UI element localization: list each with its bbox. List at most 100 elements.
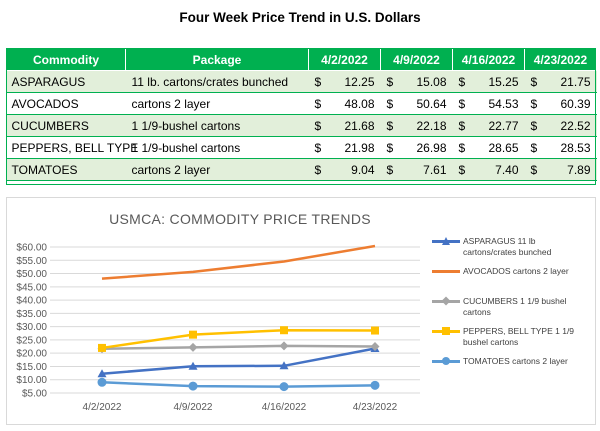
y-tick-label: $10.00	[16, 375, 47, 386]
package-cell: 1 1/9-bushel cartons	[125, 114, 309, 137]
currency-symbol: $	[314, 140, 322, 155]
y-tick-label: $45.00	[16, 282, 47, 293]
data-point	[371, 326, 379, 335]
x-tick-label: 4/2/2022	[83, 402, 122, 413]
price-cell: $7.61	[380, 158, 453, 181]
price-cell: $21.98	[308, 136, 381, 159]
data-point	[279, 361, 289, 370]
y-tick-label: $40.00	[16, 296, 47, 307]
y-axis-ticks: $5.00 $10.00 $15.00 $20.00 $25.00 $30.00 $35.0…	[16, 243, 47, 400]
data-point	[188, 381, 198, 391]
legend-label: TOMATOES cartons 2 layer	[463, 356, 568, 366]
price-value: 54.53	[488, 96, 519, 111]
price-cell: $22.52	[524, 114, 597, 137]
price-cell: $22.77	[452, 114, 525, 137]
y-tick-label: $55.00	[16, 256, 47, 267]
currency-symbol: $	[458, 140, 466, 155]
series-line	[101, 347, 376, 376]
table-row: PEPPERS, BELL TYPE 1 1/9-bushel cartons …	[6, 136, 597, 159]
y-tick-label: $15.00	[16, 362, 47, 373]
price-value: 15.25	[488, 74, 519, 89]
price-cell: $28.65	[452, 136, 525, 159]
legend-label: PEPPERS, BELL TYPE 1 1/9 bushel cartons	[463, 326, 575, 347]
price-cell: $60.39	[524, 92, 597, 115]
currency-symbol: $	[386, 96, 394, 111]
price-cell: $54.53	[452, 92, 525, 115]
data-point	[188, 342, 198, 352]
legend-swatch	[432, 270, 460, 273]
y-tick-label: $5.00	[22, 389, 47, 400]
column-header: Commodity	[6, 48, 126, 71]
price-value: 21.98	[344, 140, 375, 155]
price-cell: $22.18	[380, 114, 453, 137]
currency-symbol: $	[458, 118, 466, 133]
x-axis-ticks: 4/2/2022 4/9/2022 4/16/2022 4/23/2022	[83, 402, 398, 413]
data-point	[280, 326, 288, 335]
currency-symbol: $	[314, 74, 322, 89]
price-cell: $28.53	[524, 136, 597, 159]
chart-title: USMCA: COMMODITY PRICE TRENDS	[109, 211, 371, 227]
price-value: 12.25	[344, 74, 375, 89]
price-cell: $7.40	[452, 158, 525, 181]
data-point	[97, 377, 107, 387]
series-line	[101, 344, 376, 350]
column-header: 4/23/2022	[524, 48, 597, 71]
currency-symbol: $	[458, 96, 466, 111]
currency-symbol: $	[530, 140, 538, 155]
column-header: 4/2/2022	[308, 48, 381, 71]
y-tick-label: $30.00	[16, 322, 47, 333]
y-tick-label: $25.00	[16, 335, 47, 346]
data-point	[279, 341, 289, 351]
commodity-cell: AVOCADOS	[6, 92, 126, 115]
currency-symbol: $	[530, 74, 538, 89]
price-value: 7.61	[423, 162, 447, 177]
y-tick-label: $50.00	[16, 269, 47, 280]
legend-label: AVOCADOS cartons 2 layer	[463, 266, 569, 276]
commodity-cell: PEPPERS, BELL TYPE	[6, 136, 138, 159]
price-value: 7.89	[567, 162, 591, 177]
package-cell: cartons 2 layer	[125, 92, 309, 115]
price-value: 22.52	[560, 118, 591, 133]
data-point	[97, 369, 107, 378]
y-tick-label: $60.00	[16, 243, 47, 254]
data-point	[279, 382, 289, 392]
price-value: 9.04	[351, 162, 375, 177]
price-cell: $15.08	[380, 70, 453, 93]
price-value: 60.39	[560, 96, 591, 111]
series-line	[101, 244, 376, 280]
legend-label: CUCUMBERS 1 1/9 bushel cartons	[463, 296, 567, 317]
price-cell: $26.98	[380, 136, 453, 159]
column-header: Package	[125, 48, 309, 71]
price-value: 22.77	[488, 118, 519, 133]
currency-symbol: $	[530, 96, 538, 111]
price-cell: $7.89	[524, 158, 597, 181]
package-cell: 1 1/9-bushel cartons	[125, 136, 309, 159]
legend-marker-circle	[442, 357, 450, 365]
price-value: 7.40	[495, 162, 519, 177]
price-value: 15.08	[416, 74, 447, 89]
currency-symbol: $	[386, 162, 394, 177]
price-cell: $21.75	[524, 70, 597, 93]
package-cell: cartons 2 layer	[125, 158, 309, 181]
data-point	[370, 341, 380, 351]
price-value: 28.53	[560, 140, 591, 155]
commodity-cell: TOMATOES	[6, 158, 126, 181]
currency-symbol: $	[458, 74, 466, 89]
price-cell: $9.04	[308, 158, 381, 181]
price-value: 26.98	[416, 140, 447, 155]
x-tick-label: 4/9/2022	[174, 402, 213, 413]
table-row: TOMATOES cartons 2 layer $9.04 $7.61 $7.…	[6, 158, 597, 181]
price-value: 21.75	[560, 74, 591, 89]
column-header: 4/16/2022	[452, 48, 525, 71]
table-row: CUCUMBERS 1 1/9-bushel cartons $21.68 $2…	[6, 114, 597, 137]
price-cell: $50.64	[380, 92, 453, 115]
gridlines	[50, 246, 420, 394]
currency-symbol: $	[386, 140, 394, 155]
currency-symbol: $	[386, 118, 394, 133]
price-value: 50.64	[416, 96, 447, 111]
legend-label: ASPARAGUS 11 lb cartons/crates bunched	[463, 236, 552, 257]
price-value: 21.68	[344, 118, 375, 133]
legend-marker-triangle	[442, 237, 450, 245]
series-line	[101, 328, 376, 350]
y-tick-label: $20.00	[16, 349, 47, 360]
